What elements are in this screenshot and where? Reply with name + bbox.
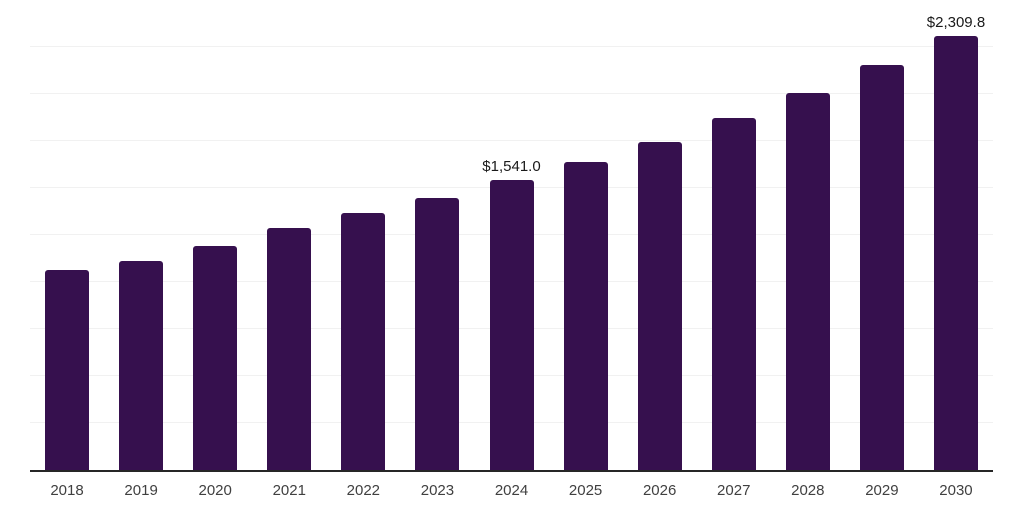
bar-value-label: $2,309.8 xyxy=(926,13,986,31)
gridline xyxy=(30,46,993,47)
x-tick-label: 2019 xyxy=(124,482,158,499)
x-tick-label: 2020 xyxy=(198,482,232,499)
bar-column xyxy=(30,0,104,470)
bar-column xyxy=(326,0,400,470)
bar xyxy=(341,212,386,470)
bar-column: $1,541.0 xyxy=(474,0,548,470)
plot-area: $1,541.0 $2,309.8 xyxy=(30,0,993,472)
bar xyxy=(267,228,312,470)
bar xyxy=(45,270,90,470)
x-tick-label: 2022 xyxy=(346,482,381,499)
bar: $2,309.8 xyxy=(927,14,985,470)
x-axis-labels: 2018 2019 2020 2021 2022 2023 2024 2025 2026 2027… xyxy=(30,482,993,499)
bar: $1,541.0 xyxy=(482,158,541,470)
bar xyxy=(711,118,756,470)
x-tick-label: 2030 xyxy=(939,482,973,499)
x-tick-label: 2018 xyxy=(50,482,84,499)
bar-column xyxy=(178,0,252,470)
bar xyxy=(415,197,460,470)
bar-column xyxy=(697,0,771,470)
x-tick-label: 2023 xyxy=(420,482,455,499)
x-tick-label: 2026 xyxy=(642,482,677,499)
bar xyxy=(637,141,682,470)
bars-row: $1,541.0 $2,309.8 xyxy=(30,0,993,470)
x-tick-label: 2021 xyxy=(272,482,306,499)
x-tick-label: 2028 xyxy=(791,482,825,499)
bar-column xyxy=(400,0,474,470)
bar xyxy=(785,93,830,470)
x-tick-label: 2024 xyxy=(494,482,529,499)
bar-column xyxy=(252,0,326,470)
bar-value-label: $1,541.0 xyxy=(482,158,541,176)
x-tick-label: 2025 xyxy=(568,482,603,499)
gridline xyxy=(30,140,993,141)
bar-column xyxy=(623,0,697,470)
x-tick-label: 2027 xyxy=(717,482,751,499)
bar-column xyxy=(845,0,919,470)
gridline xyxy=(30,93,993,94)
bar-column xyxy=(549,0,623,470)
x-tick-label: 2029 xyxy=(865,482,899,499)
bar xyxy=(193,245,238,470)
bar-column xyxy=(104,0,178,470)
bar xyxy=(563,161,608,470)
bar xyxy=(119,260,164,470)
bar xyxy=(859,64,904,470)
bar-column: $2,309.8 xyxy=(919,0,993,470)
bar-column xyxy=(771,0,845,470)
